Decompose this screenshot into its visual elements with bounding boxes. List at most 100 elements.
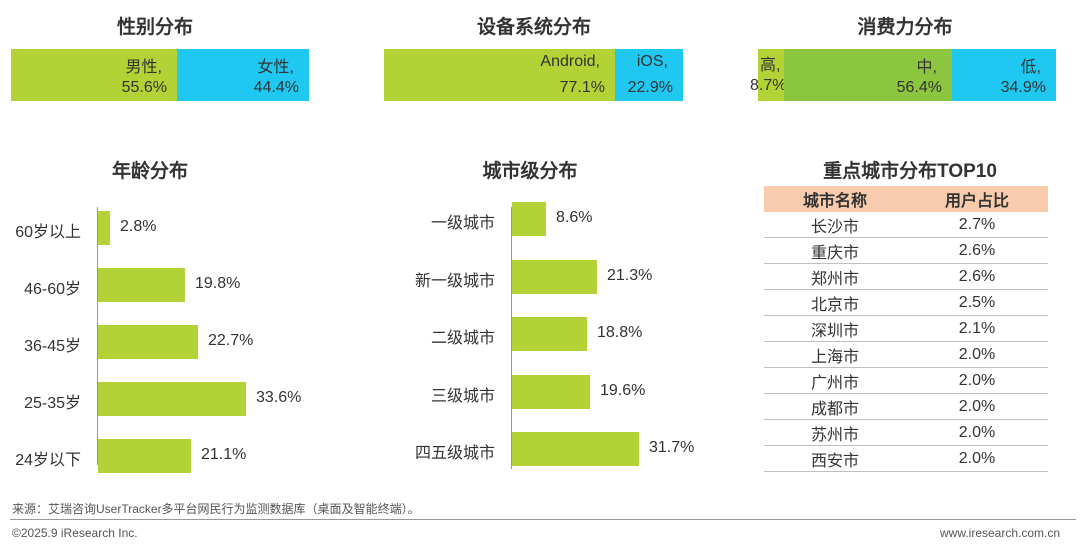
city-name-cell: 重庆市: [764, 237, 906, 264]
age-category-label: 60岁以上: [15, 224, 81, 241]
city-name-cell: 北京市: [764, 289, 906, 316]
user-share-cell: 2.5%: [906, 289, 1048, 316]
spend-segment-label: 高,: [760, 57, 781, 74]
age-bar: [98, 439, 191, 473]
age-value-label: 19.8%: [195, 275, 241, 292]
user-share-header: 用户占比: [906, 186, 1048, 212]
top10-title: 重点城市分布TOP10: [823, 161, 997, 182]
city-name-cell: 成都市: [764, 393, 906, 420]
city_tier-bar: [512, 374, 590, 409]
table-row: 西安市 2.0%: [764, 445, 1048, 472]
gender-segment: 男性, 55.6%: [11, 49, 177, 101]
user-share-cell: 2.6%: [906, 263, 1048, 290]
footer-divider: [10, 519, 1076, 520]
table-row: 成都市 2.0%: [764, 393, 1048, 420]
top10-header-row: 城市名称 用户占比: [764, 186, 1048, 212]
spend-segment-label: 低,: [1020, 59, 1041, 76]
city_tier-category-label: 四五级城市: [414, 445, 495, 462]
city_tier-axis-line: [511, 207, 512, 469]
age-bar: [98, 268, 185, 302]
table-row: 深圳市 2.1%: [764, 315, 1048, 342]
age-axis-line: [97, 207, 98, 465]
table-row: 北京市 2.5%: [764, 289, 1048, 316]
user-share-cell: 2.0%: [906, 393, 1048, 420]
user-share-cell: 2.1%: [906, 315, 1048, 342]
city_tier-bar: [512, 317, 587, 351]
os-stacked-bar: Android, 77.1% iOS, 22.9%: [384, 49, 683, 101]
city_tier-category-label: 一级城市: [430, 215, 495, 232]
age-title: 年龄分布: [111, 161, 188, 182]
os-segment-value: 77.1%: [559, 79, 605, 96]
table-row: 长沙市 2.7%: [764, 212, 1048, 238]
user-share-cell: 2.0%: [906, 341, 1048, 368]
spend-title: 消费力分布: [857, 17, 953, 38]
os-segment-label: Android,: [540, 53, 600, 70]
table-row: 苏州市 2.0%: [764, 419, 1048, 446]
gender-segment-label: 女性,: [257, 59, 294, 76]
city_tier-bar: [512, 432, 639, 466]
city_tier-bar: [512, 202, 546, 236]
table-row: 郑州市 2.6%: [764, 263, 1048, 290]
age-bar: [98, 325, 198, 359]
city-name-cell: 长沙市: [764, 212, 906, 238]
spend-segment-label: 中,: [916, 59, 937, 76]
spend-segment-value: 34.9%: [1000, 79, 1046, 96]
age-chart: 60岁以上 2.8% 46-60岁 19.8% 36-45岁 22.7% 25-35岁 33.…: [0, 195, 370, 473]
city-name-cell: 西安市: [764, 445, 906, 472]
city_tier-category-label: 三级城市: [430, 387, 495, 405]
table-row: 广州市 2.0%: [764, 367, 1048, 394]
spend-segment-value: 8.7%: [750, 77, 787, 94]
age-category-label: 24岁以下: [15, 452, 81, 469]
top10-table: 城市名称 用户占比 长沙市 2.7% 重庆市 2.6% 郑州市 2.6% 北京市 2.5% 深圳…: [764, 186, 1048, 472]
city_tier-bar: [512, 259, 597, 294]
spend-segment: 中, 56.4%: [784, 49, 952, 101]
os-segment-label: iOS,: [636, 53, 668, 70]
os-segment: Android, 77.1%: [384, 49, 615, 101]
city-name-cell: 广州市: [764, 367, 906, 394]
age-bar: [98, 211, 110, 245]
city-name-cell: 上海市: [764, 341, 906, 368]
age-value-label: 2.8%: [120, 218, 157, 235]
user-share-cell: 2.0%: [906, 367, 1048, 394]
gender-stacked-bar: 男性, 55.6% 女性, 44.4%: [11, 49, 309, 101]
age-category-label: 46-60岁: [24, 281, 81, 298]
age-category-label: 25-35岁: [24, 395, 81, 412]
user-share-cell: 2.0%: [906, 445, 1048, 472]
spend-segment: 低, 34.9%: [952, 49, 1056, 101]
os-segment: iOS, 22.9%: [615, 49, 683, 101]
gender-segment-value: 55.6%: [121, 79, 167, 96]
city-name-header: 城市名称: [764, 186, 906, 212]
city_tier-value-label: 18.8%: [597, 324, 643, 341]
age-category-label: 36-45岁: [24, 338, 81, 355]
city_tier-category-label: 二级城市: [430, 330, 495, 347]
user-share-cell: 2.0%: [906, 419, 1048, 446]
os-segment-value: 22.9%: [627, 79, 673, 96]
spend-segment-value: 56.4%: [896, 79, 942, 96]
city-name-cell: 深圳市: [764, 315, 906, 342]
gender-segment-label: 男性,: [125, 59, 162, 76]
city_tier-category-label: 新一级城市: [414, 272, 495, 290]
website: www.iresearch.com.cn: [940, 526, 1061, 540]
table-row: 重庆市 2.6%: [764, 237, 1048, 264]
gender-segment-value: 44.4%: [253, 79, 299, 96]
city-tier-chart: 一级城市 8.6% 新一级城市 21.3% 二级城市 18.8% 三级城市 19.6% 四五级城…: [380, 195, 740, 470]
age-value-label: 33.6%: [256, 389, 302, 406]
city_tier-value-label: 21.3%: [607, 266, 653, 284]
spend-stacked-bar: 高, 8.7% 中, 56.4% 低, 34.9%: [750, 49, 1056, 101]
copyright: ©2025.9 iResearch Inc.: [12, 526, 138, 540]
city-name-cell: 郑州市: [764, 263, 906, 290]
spend-segment: 高, 8.7%: [750, 49, 786, 101]
city-tier-title: 城市级分布: [482, 161, 578, 182]
city_tier-value-label: 19.6%: [600, 381, 646, 399]
user-share-cell: 2.7%: [906, 212, 1048, 238]
age-value-label: 22.7%: [208, 332, 254, 349]
city_tier-value-label: 8.6%: [556, 209, 593, 226]
user-share-cell: 2.6%: [906, 237, 1048, 264]
age-bar: [98, 382, 246, 416]
city-name-cell: 苏州市: [764, 419, 906, 446]
source-note: 来源：艾瑞咨询UserTracker多平台网民行为监测数据库（桌面及智能终端）。: [12, 502, 420, 516]
os-title: 设备系统分布: [476, 17, 591, 38]
gender-title: 性别分布: [116, 17, 193, 38]
city_tier-value-label: 31.7%: [649, 439, 695, 456]
age-value-label: 21.1%: [201, 446, 247, 463]
